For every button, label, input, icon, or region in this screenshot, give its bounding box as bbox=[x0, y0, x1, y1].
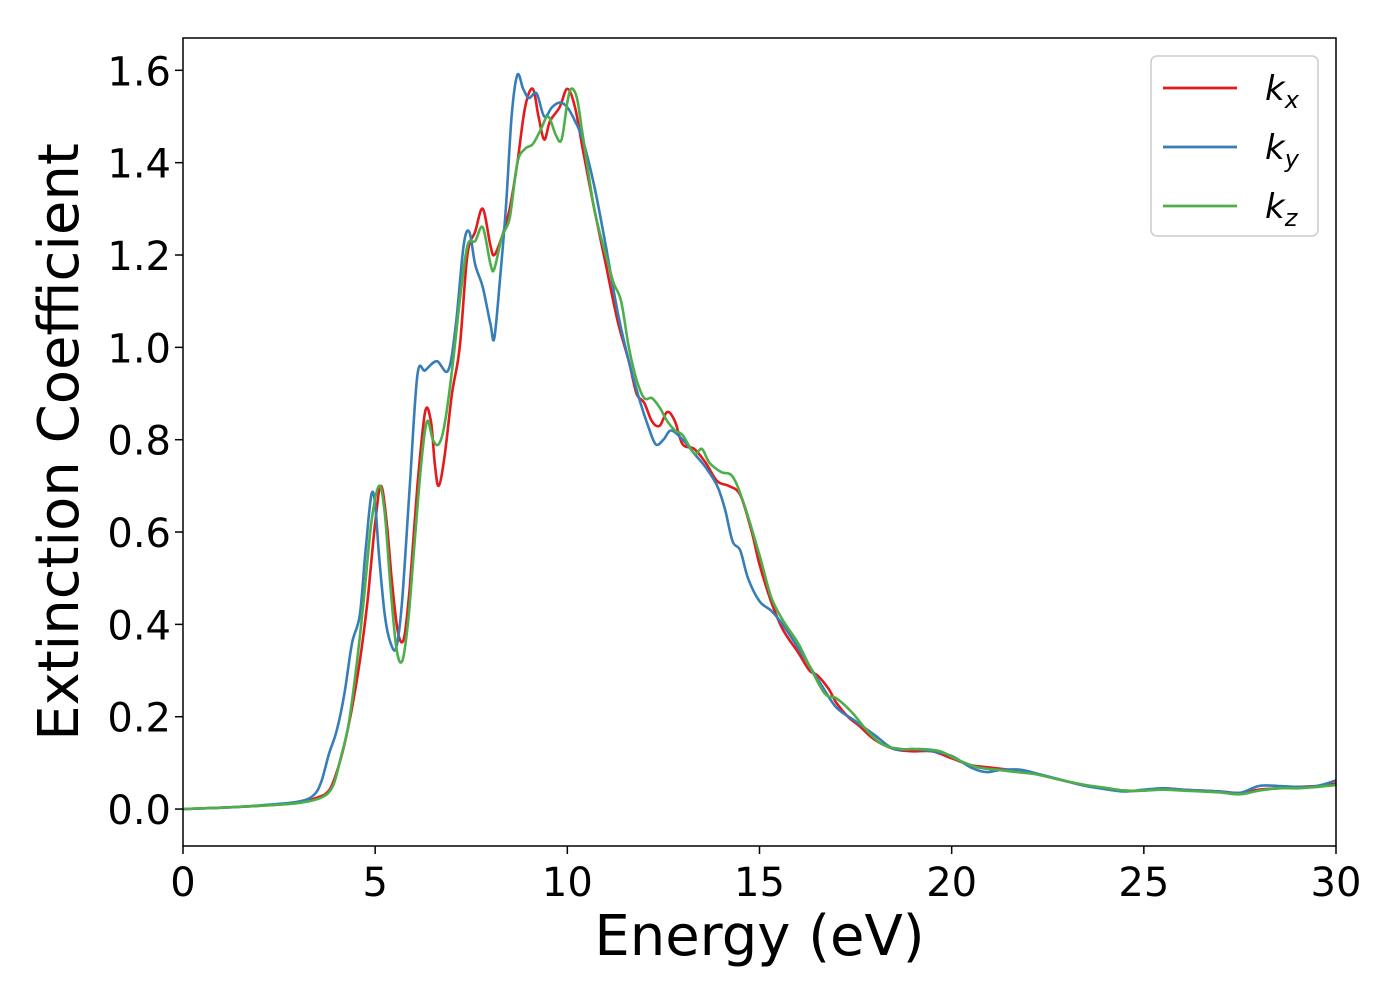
ticks-layer: 0 5 10 15 20 25 30 0.0 0.2 0.4 0.6 0.8 1.0 1.2 1.4 1.6 bbox=[107, 49, 1361, 906]
x-tick-label: 15 bbox=[734, 860, 785, 906]
x-tick-label: 30 bbox=[1311, 860, 1362, 906]
legend-label-kx: kx bbox=[1265, 69, 1300, 114]
y-axis-title: Extinction Coefficient bbox=[27, 143, 92, 741]
y-tick-label: 0.8 bbox=[107, 419, 171, 465]
y-tick-label: 0.4 bbox=[107, 603, 171, 649]
series-layer bbox=[183, 72, 1336, 811]
x-tick-label: 0 bbox=[170, 860, 195, 906]
x-tick-label: 20 bbox=[926, 860, 977, 906]
legend-label-kz: kz bbox=[1265, 187, 1299, 232]
y-tick-label: 0.6 bbox=[107, 511, 171, 557]
y-tick-label: 1.4 bbox=[107, 142, 171, 188]
legend: kx ky kz bbox=[1150, 55, 1319, 237]
y-tick-label: 1.2 bbox=[107, 234, 171, 280]
x-axis-title: Energy (eV) bbox=[594, 904, 924, 969]
series-line-kz bbox=[183, 87, 1336, 811]
x-tick-label: 10 bbox=[542, 860, 593, 906]
x-tick-label: 5 bbox=[362, 860, 387, 906]
series-line-ky bbox=[183, 72, 1336, 811]
y-tick-label: 0.0 bbox=[107, 788, 171, 834]
y-tick-label: 1.6 bbox=[107, 49, 171, 95]
x-tick-label: 25 bbox=[1118, 860, 1169, 906]
y-tick-label: 0.2 bbox=[107, 696, 171, 742]
y-tick-label: 1.0 bbox=[107, 326, 171, 372]
legend-label-ky: ky bbox=[1265, 128, 1300, 173]
